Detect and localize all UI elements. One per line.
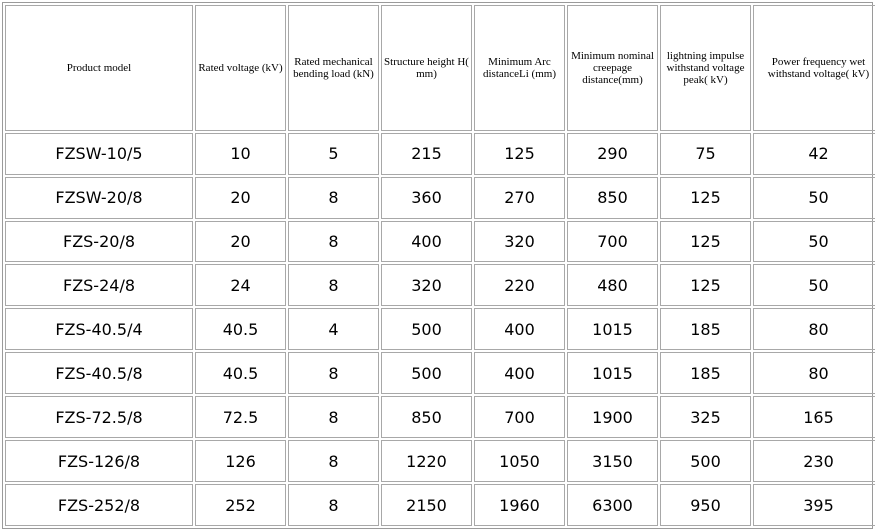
value-cell: 185 [660,308,751,351]
model-cell: FZS-20/8 [5,220,193,263]
model-cell: FZS-126/8 [5,440,193,482]
value-cell: 1050 [474,440,565,482]
value-cell: 8 [288,176,379,219]
value-cell: 80 [753,308,875,351]
header-cell: Structure height H( mm) [381,5,472,131]
value-cell: 850 [381,396,472,439]
model-cell: FZS-24/8 [5,264,193,307]
value-cell: 700 [474,396,565,439]
model-cell: FZSW-10/5 [5,132,193,175]
model-cell: FZS-72.5/8 [5,396,193,439]
value-cell: 20 [195,220,286,263]
value-cell: 500 [381,352,472,395]
value-cell: 500 [660,440,751,482]
value-cell: 1960 [474,484,565,526]
data-row: FZS-24/8 24 8 320 220 480 125 50 [5,264,875,307]
data-row: FZS-252/8 252 8 2150 1960 6300 950 395 [5,484,875,526]
header-cell: Rated mechanical bending load (kN) [288,5,379,131]
header-cell: Rated voltage (kV) [195,5,286,131]
value-cell: 125 [660,220,751,263]
value-cell: 8 [288,264,379,307]
model-cell: FZS-40.5/4 [5,308,193,351]
value-cell: 50 [753,176,875,219]
value-cell: 1015 [567,308,658,351]
value-cell: 320 [474,220,565,263]
value-cell: 125 [474,132,565,175]
data-row: FZS-20/8 20 8 400 320 700 125 50 [5,220,875,263]
value-cell: 3150 [567,440,658,482]
data-row: FZSW-10/5 10 5 215 125 290 75 42 [5,132,875,175]
data-row: FZS-40.5/4 40.5 4 500 400 1015 185 80 [5,308,875,351]
value-cell: 320 [381,264,472,307]
value-cell: 5 [288,132,379,175]
spec-table: Product model Rated voltage (kV) Rated mec… [3,3,875,528]
value-cell: 75 [660,132,751,175]
value-cell: 325 [660,396,751,439]
value-cell: 24 [195,264,286,307]
value-cell: 6300 [567,484,658,526]
header-cell: Minimum Arc distanceLi (mm) [474,5,565,131]
value-cell: 8 [288,484,379,526]
value-cell: 500 [381,308,472,351]
value-cell: 290 [567,132,658,175]
value-cell: 230 [753,440,875,482]
data-row: FZS-72.5/8 72.5 8 850 700 1900 325 165 [5,396,875,439]
value-cell: 950 [660,484,751,526]
value-cell: 80 [753,352,875,395]
header-cell: Product model [5,5,193,131]
value-cell: 8 [288,352,379,395]
value-cell: 125 [660,176,751,219]
value-cell: 50 [753,264,875,307]
value-cell: 850 [567,176,658,219]
value-cell: 125 [660,264,751,307]
value-cell: 220 [474,264,565,307]
data-row: FZS-40.5/8 40.5 8 500 400 1015 185 80 [5,352,875,395]
value-cell: 8 [288,396,379,439]
value-cell: 8 [288,220,379,263]
value-cell: 1220 [381,440,472,482]
header-cell: Minimum nominal creepage distance(mm) [567,5,658,131]
value-cell: 1900 [567,396,658,439]
value-cell: 4 [288,308,379,351]
value-cell: 252 [195,484,286,526]
value-cell: 270 [474,176,565,219]
value-cell: 400 [474,352,565,395]
header-cell: Power frequency wet withstand voltage( k… [753,5,875,131]
value-cell: 42 [753,132,875,175]
value-cell: 2150 [381,484,472,526]
value-cell: 20 [195,176,286,219]
value-cell: 360 [381,176,472,219]
value-cell: 72.5 [195,396,286,439]
model-cell: FZS-252/8 [5,484,193,526]
header-row: Product model Rated voltage (kV) Rated mec… [5,5,875,131]
value-cell: 700 [567,220,658,263]
value-cell: 8 [288,440,379,482]
value-cell: 395 [753,484,875,526]
value-cell: 400 [474,308,565,351]
value-cell: 400 [381,220,472,263]
data-row: FZSW-20/8 20 8 360 270 850 125 50 [5,176,875,219]
model-cell: FZS-40.5/8 [5,352,193,395]
value-cell: 185 [660,352,751,395]
value-cell: 215 [381,132,472,175]
value-cell: 126 [195,440,286,482]
value-cell: 165 [753,396,875,439]
model-cell: FZSW-20/8 [5,176,193,219]
value-cell: 10 [195,132,286,175]
value-cell: 40.5 [195,352,286,395]
data-row: FZS-126/8 126 8 1220 1050 3150 500 230 [5,440,875,482]
value-cell: 50 [753,220,875,263]
value-cell: 40.5 [195,308,286,351]
value-cell: 480 [567,264,658,307]
value-cell: 1015 [567,352,658,395]
header-cell: lightning impulse withstand voltage peak… [660,5,751,131]
